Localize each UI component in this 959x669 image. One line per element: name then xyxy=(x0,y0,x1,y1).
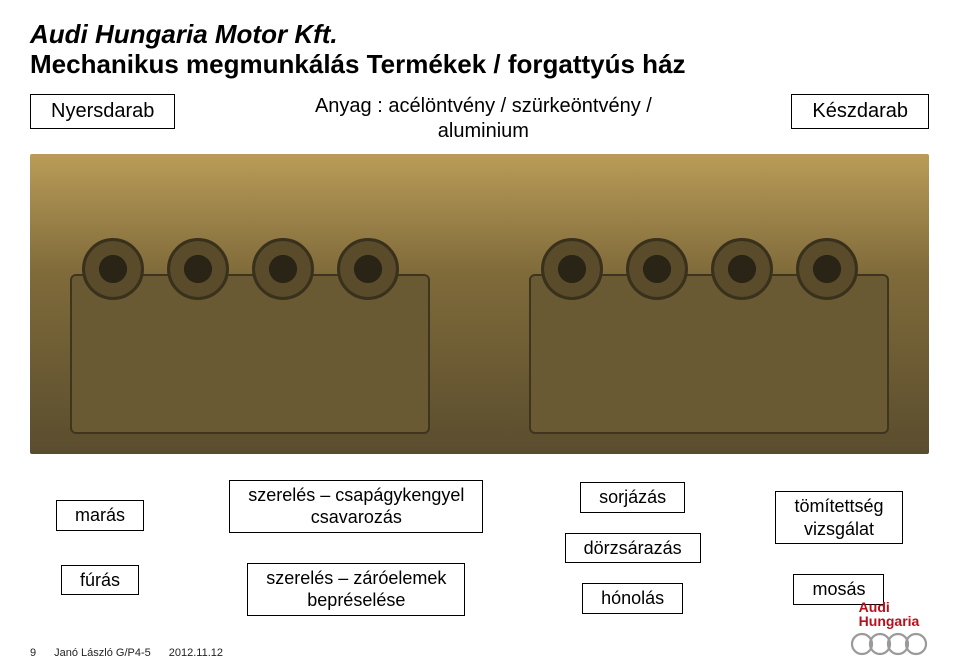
footer-date: 2012.11.12 xyxy=(169,647,223,659)
box-keszdarab: Készdarab xyxy=(791,94,929,129)
line: bepréselése xyxy=(266,589,446,612)
line: csavarozás xyxy=(248,506,464,529)
line: szerelés – csapágykengyel xyxy=(248,484,464,507)
col-1: marás fúrás xyxy=(30,500,170,595)
title-line2: Mechanikus megmunkálás Termékek / forgat… xyxy=(30,50,929,80)
box-sorjazas: sorjázás xyxy=(580,482,685,513)
footer: 9 Janó László G/P4-5 2012.11.12 xyxy=(30,647,929,659)
box-maras: marás xyxy=(56,500,144,531)
col-4: tömítettség vizsgálat mosás xyxy=(749,491,929,605)
cylinder-bore xyxy=(541,238,603,300)
col-2: szerelés – csapágykengyel csavarozás sze… xyxy=(196,480,516,616)
top-row: Nyersdarab Anyag : acélöntvény / szürkeö… xyxy=(30,94,929,144)
box-csapagykengyel: szerelés – csapágykengyel csavarozás xyxy=(229,480,483,533)
slide: Audi Hungaria Motor Kft. Mechanikus megm… xyxy=(0,0,959,669)
brand-text: Audi Hungaria xyxy=(859,600,920,629)
box-tomitettseg: tömítettség vizsgálat xyxy=(775,491,902,544)
cylinder-bore xyxy=(711,238,773,300)
material-text: Anyag : acélöntvény / szürkeöntvény / al… xyxy=(315,94,652,144)
cylinder-bore xyxy=(82,238,144,300)
box-zaroelemek: szerelés – záróelemek bepréselése xyxy=(247,563,465,616)
title-line1: Audi Hungaria Motor Kft. xyxy=(30,20,929,50)
engine-photo xyxy=(30,154,929,454)
line: tömítettség xyxy=(794,495,883,518)
engine-block-left xyxy=(70,274,430,434)
cylinder-bore xyxy=(252,238,314,300)
engine-block-right xyxy=(529,274,889,434)
brand-block: Audi Hungaria xyxy=(849,600,929,657)
title-block: Audi Hungaria Motor Kft. Mechanikus megm… xyxy=(30,20,929,80)
brand-line1: Audi xyxy=(859,599,890,615)
box-dorzsarazas: dörzsárazás xyxy=(565,533,701,564)
box-nyersdarab: Nyersdarab xyxy=(30,94,175,129)
page-number: 9 xyxy=(30,647,36,659)
box-honolas: hónolás xyxy=(582,583,683,614)
cylinder-bore xyxy=(626,238,688,300)
brand-line2: Hungaria xyxy=(859,614,920,629)
cylinder-bore xyxy=(167,238,229,300)
cylinder-bore xyxy=(796,238,858,300)
line: szerelés – záróelemek xyxy=(266,567,446,590)
material-line1: Anyag : acélöntvény / szürkeöntvény / xyxy=(315,94,652,119)
box-furas: fúrás xyxy=(61,565,139,596)
footer-left: 9 Janó László G/P4-5 2012.11.12 xyxy=(30,647,223,659)
cylinder-bore xyxy=(337,238,399,300)
process-boxes: marás fúrás szerelés – csapágykengyel cs… xyxy=(30,480,929,616)
footer-author: Janó László G/P4-5 xyxy=(54,647,151,659)
col-3: sorjázás dörzsárazás hónolás xyxy=(543,482,723,614)
material-line2: aluminium xyxy=(315,119,652,144)
audi-rings-icon xyxy=(849,631,929,657)
line: vizsgálat xyxy=(794,518,883,541)
